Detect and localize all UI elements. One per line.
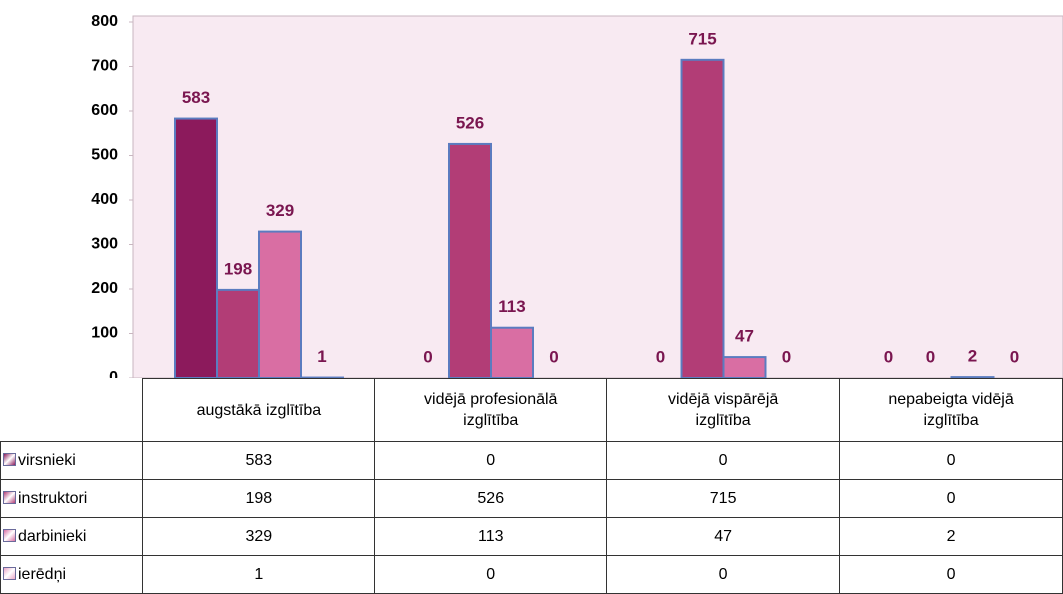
value-cell: 0 [840, 480, 1063, 518]
value-label: 0 [656, 347, 665, 366]
y-tick-label: 300 [91, 236, 118, 253]
value-label: 0 [423, 347, 432, 366]
legend-label: instruktori [18, 490, 87, 507]
bar [449, 144, 491, 378]
y-tick-label: 700 [91, 58, 118, 75]
bar [724, 357, 766, 378]
legend-swatch [3, 567, 16, 580]
category-cell: vidējā vispārējā izglītība [607, 379, 840, 442]
category-cell: augstākā izglītība [143, 379, 375, 442]
value-cell: 1 [143, 556, 375, 594]
y-tick-label: 100 [91, 325, 118, 342]
value-cell: 0 [840, 556, 1063, 594]
value-cell: 0 [375, 556, 607, 594]
y-tick-label: 500 [91, 147, 118, 164]
bar [491, 328, 533, 378]
category-cell: vidējā profesionālā izglītība [375, 379, 607, 442]
y-tick-label: 200 [91, 280, 118, 297]
y-tick-label: 600 [91, 102, 118, 119]
legend-label: virsnieki [18, 452, 76, 469]
value-label: 329 [266, 201, 294, 220]
value-label: 113 [498, 297, 525, 316]
value-cell: 113 [375, 518, 607, 556]
value-label: 583 [182, 88, 210, 107]
bar [175, 119, 217, 378]
value-cell: 47 [607, 518, 840, 556]
value-cell: 526 [375, 480, 607, 518]
value-cell: 0 [375, 442, 607, 480]
value-label: 715 [688, 29, 716, 48]
bar [259, 232, 301, 378]
legend-cell: instruktori [1, 480, 143, 518]
value-label: 0 [884, 347, 893, 366]
y-tick-label: 800 [91, 13, 118, 30]
value-label: 0 [1010, 347, 1019, 366]
legend-swatch [3, 491, 16, 504]
value-label: 0 [926, 347, 935, 366]
value-cell: 583 [143, 442, 375, 480]
legend-swatch [3, 453, 16, 466]
value-cell: 329 [143, 518, 375, 556]
value-cell: 198 [143, 480, 375, 518]
bar [682, 60, 724, 378]
value-label: 1 [317, 347, 326, 366]
value-cell: 0 [607, 556, 840, 594]
legend-label: ierēdņi [18, 566, 66, 583]
value-label: 0 [549, 347, 558, 366]
value-label: 47 [735, 327, 754, 346]
legend-cell: virsnieki [1, 442, 143, 480]
legend-label: darbinieki [18, 528, 86, 545]
value-label: 526 [456, 113, 484, 132]
legend-cell: darbinieki [1, 518, 143, 556]
value-label: 198 [224, 259, 252, 278]
category-cell: nepabeigta vidējā izglītība [840, 379, 1063, 442]
bar [217, 290, 259, 378]
legend-swatch [3, 529, 16, 542]
legend-cell: ierēdņi [1, 556, 143, 594]
value-cell: 0 [840, 442, 1063, 480]
value-cell: 715 [607, 480, 840, 518]
value-label: 2 [968, 347, 977, 366]
value-label: 0 [782, 347, 791, 366]
y-tick-label: 400 [91, 191, 118, 208]
value-cell: 0 [607, 442, 840, 480]
value-cell: 2 [840, 518, 1063, 556]
y-tick-label: 0 [109, 369, 118, 378]
blank-cell [1, 379, 143, 442]
